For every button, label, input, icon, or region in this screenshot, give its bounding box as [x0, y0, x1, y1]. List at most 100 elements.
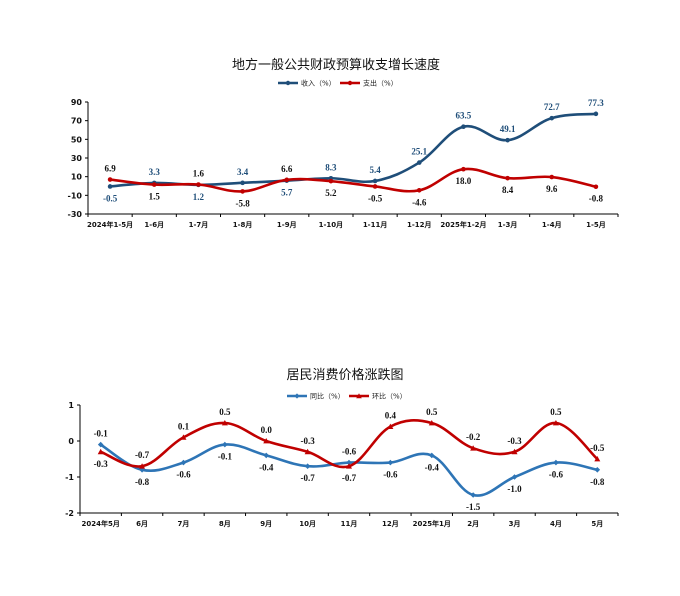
data-label: 1.6: [193, 169, 205, 179]
data-point: [346, 459, 352, 466]
y-tick-label: 1: [68, 401, 74, 410]
data-label: 0.1: [178, 421, 190, 431]
data-label: -0.7: [300, 473, 315, 483]
data-label: 49.1: [500, 124, 516, 134]
x-tick-label: 5月: [591, 520, 603, 528]
x-tick-label: 1-4月: [542, 221, 562, 229]
data-labels-1: -0.5 3.3 1.2 3.4 5.7 8.3 5.4 25.1 63.5 49.1 72.7 77…: [103, 98, 604, 204]
data-point: [222, 441, 228, 448]
y-tick-label: -1: [65, 473, 74, 482]
data-label: 5.4: [369, 165, 381, 175]
data-point: [372, 178, 378, 184]
legend-marker: [347, 80, 353, 86]
data-point: [263, 438, 270, 444]
data-point: [196, 182, 201, 187]
data-point: [470, 445, 477, 451]
legend-entry: 同比（%）: [310, 392, 345, 401]
x-tick-label: 1-5月: [586, 221, 606, 229]
data-label: -0.6: [342, 447, 357, 457]
data-point: [180, 459, 187, 466]
data-label: -0.4: [425, 462, 440, 472]
legend-marker: [294, 393, 300, 399]
x-tick-label: 2024年5月: [82, 519, 120, 528]
data-point: [304, 448, 311, 455]
data-point: [263, 452, 270, 459]
data-point: [593, 111, 599, 117]
data-point: [180, 434, 187, 440]
chart-title: 地方一般公共财政预算收支增长速度: [232, 57, 440, 73]
data-label: -0.6: [549, 470, 564, 480]
x-tick-label: 11月: [341, 520, 358, 528]
data-point: [428, 452, 435, 459]
data-point: [240, 189, 245, 194]
x-tick-label: 2024年1-5月: [87, 220, 133, 229]
data-point: [553, 459, 559, 466]
data-point: [387, 459, 394, 466]
x-tick-label: 8月: [219, 520, 231, 528]
data-point: [240, 180, 245, 186]
data-point: [107, 184, 113, 189]
x-tick-label: 9月: [260, 520, 272, 528]
x-tick-label: 2025年1-2月: [440, 220, 486, 229]
data-label: 5.2: [325, 188, 337, 198]
x-tick-label: 1-9月: [277, 221, 297, 229]
x-tick-label: 6月: [136, 520, 148, 528]
y-tick-label: 70: [71, 117, 83, 126]
data-point: [416, 160, 422, 165]
data-point: [387, 423, 394, 429]
data-point: [594, 467, 601, 473]
x-tick-label: 1-3月: [498, 221, 518, 229]
data-label: -0.2: [466, 432, 481, 442]
data-label: -5.8: [235, 198, 250, 208]
data-label: -0.8: [589, 194, 604, 204]
y-tick-label: -2: [65, 509, 74, 518]
data-point: [284, 177, 290, 183]
data-point: [428, 420, 435, 426]
data-label: -0.3: [507, 436, 522, 446]
x-tick-label: 2025年1月: [413, 519, 451, 528]
data-point: [139, 467, 145, 473]
x-tick-label: 1-10月: [319, 221, 344, 229]
data-label: 1.5: [149, 192, 161, 202]
data-label: -0.6: [176, 470, 191, 480]
data-label: 0.5: [219, 407, 231, 417]
data-label: -0.5: [103, 193, 118, 203]
data-label: -1.5: [466, 502, 481, 512]
data-label: 0.5: [550, 407, 562, 417]
data-label: -0.7: [342, 473, 357, 483]
x-tick-label: 1-8月: [233, 221, 253, 229]
data-labels-2: 6.9 1.5 1.6 -5.8 6.6 5.2 -0.5 -4.6 18.0 8.4 9.6 -0.…: [104, 164, 603, 209]
data-point: [461, 166, 466, 172]
data-label: -0.4: [259, 462, 274, 472]
data-label: -0.5: [590, 443, 605, 453]
data-point: [416, 187, 422, 193]
data-label: -4.6: [412, 197, 427, 207]
series-line: [109, 167, 597, 193]
data-label: 25.1: [411, 147, 427, 157]
y-tick-label: -10: [68, 191, 83, 200]
data-point: [221, 420, 228, 426]
data-point: [328, 178, 334, 184]
data-label: -0.1: [218, 452, 233, 462]
data-label: 0.4: [385, 411, 397, 421]
x-tick-label: 1-11月: [363, 221, 388, 229]
data-label: 5.7: [281, 188, 293, 198]
x-tick-label: 1-12月: [407, 221, 432, 229]
x-tick-label: 4月: [550, 520, 562, 528]
series-2: [97, 419, 601, 469]
legend-entry: 收入（%）: [301, 79, 336, 88]
data-label: 72.7: [544, 102, 560, 112]
data-label: -0.3: [94, 459, 109, 469]
data-label: 8.4: [502, 185, 514, 195]
data-labels-1: -0.1 -0.8 -0.6 -0.1 -0.4 -0.7 -0.6 -0.6 -0.4 -1.5…: [94, 429, 605, 512]
data-label: -0.5: [368, 193, 383, 203]
x-tick-label: 7月: [178, 520, 190, 528]
data-label: 63.5: [456, 111, 472, 121]
data-label: 0.5: [426, 407, 438, 417]
legend: 同比（%） 环比（%）: [287, 392, 407, 401]
data-label: -0.1: [94, 429, 109, 439]
data-point: [505, 137, 510, 143]
